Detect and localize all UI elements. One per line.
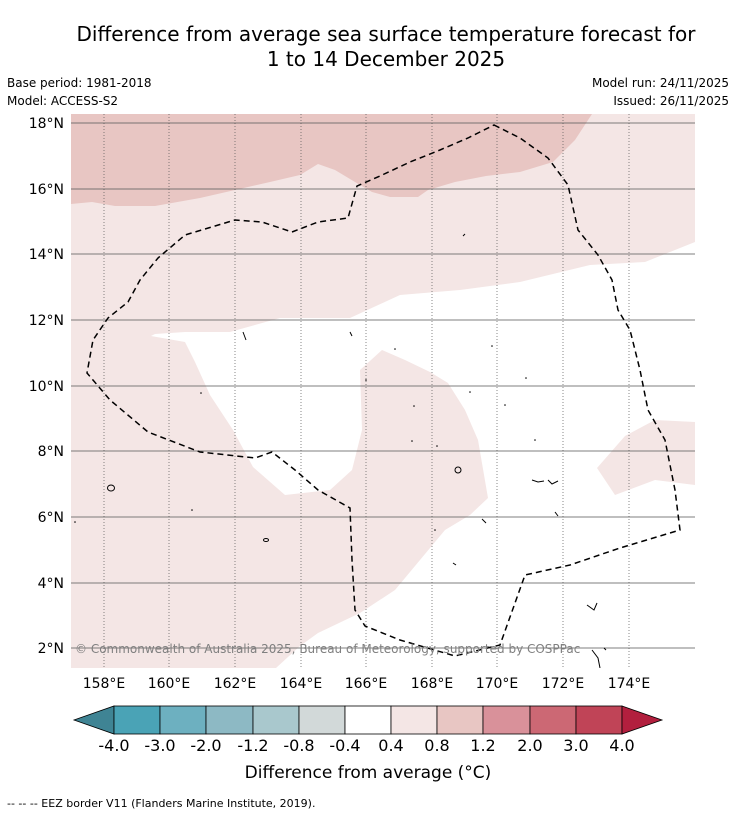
colorbar-swatch-3.0-4.0: [575, 705, 623, 735]
lon-label-164: 164°E: [280, 676, 323, 692]
meta-left: Base period: 1981-2018 Model: ACCESS-S2: [7, 74, 152, 110]
colorbar-tick: 0.4: [378, 736, 403, 755]
island: [462, 233, 466, 237]
lat-label-16: 16°N: [29, 182, 64, 198]
lat-label-14: 14°N: [29, 247, 64, 263]
anomaly-zone-neutral-central: [151, 242, 695, 668]
eez-legend-footnote: -- -- -- EEZ border V11 (Flanders Marine…: [7, 797, 316, 810]
lon-label-172: 172°E: [542, 676, 585, 692]
lat-label-18: 18°N: [29, 116, 64, 132]
colorbar-swatch--0.8--0.4: [298, 705, 346, 735]
colorbar-swatch-1.2-2.0: [482, 705, 531, 735]
colorbar-swatch-above-4.0: [621, 705, 664, 735]
island: [107, 484, 115, 492]
colorbar-swatch--4.0--3.0: [113, 705, 161, 735]
colorbar-swatch--2.0--1.2: [205, 705, 254, 735]
colorbar-tick: -0.8: [283, 736, 314, 755]
colorbar-tick: 3.0: [563, 736, 588, 755]
lon-label-158: 158°E: [83, 676, 126, 692]
atoll: [434, 529, 436, 531]
model-run: Model run: 24/11/2025: [591, 76, 729, 90]
colorbar-ticks: -4.0 -3.0 -2.0 -1.2 -0.8 -0.4 0.4 0.8 1.…: [98, 736, 634, 755]
latitude-labels: 18°N 16°N 14°N 12°N 10°N 8°N 6°N 4°N 2°N: [29, 116, 64, 657]
issued-date: Issued: 26/11/2025: [613, 94, 729, 108]
atoll: [436, 445, 438, 447]
island: [349, 331, 353, 337]
colorbar-swatches: [72, 705, 664, 735]
lon-label-162: 162°E: [214, 676, 257, 692]
title-line-1: Difference from average sea surface temp…: [76, 22, 696, 46]
map-gridlines: [71, 114, 695, 668]
anomaly-zone-0.8-1.2: [71, 114, 592, 206]
colorbar-tick: 1.2: [470, 736, 495, 755]
island: [454, 466, 462, 474]
atoll: [191, 509, 193, 511]
island: [603, 647, 607, 651]
longitude-labels: 158°E 160°E 162°E 164°E 166°E 168°E 170°…: [83, 676, 651, 692]
lat-label-12: 12°N: [29, 313, 64, 329]
island: [242, 331, 247, 341]
colorbar-swatch-2.0-3.0: [529, 705, 577, 735]
lon-label-160: 160°E: [148, 676, 191, 692]
model-name: Model: ACCESS-S2: [7, 94, 119, 108]
atoll: [411, 440, 413, 442]
island: [554, 511, 559, 517]
colorbar-swatch--3.0--2.0: [159, 705, 207, 735]
eez-border: [86, 124, 681, 657]
meta-right: Model run: 24/11/2025 Issued: 26/11/2025: [592, 74, 729, 110]
copyright-notice: © Commonwealth of Australia 2025, Bureau…: [75, 642, 580, 656]
lon-label-166: 166°E: [345, 676, 388, 692]
colorbar-swatch-0.4-0.8: [390, 705, 438, 735]
colorbar-tick: 0.8: [424, 736, 449, 755]
colorbar-tick: -1.2: [237, 736, 268, 755]
atoll: [469, 391, 471, 393]
island: [481, 518, 487, 524]
colorbar-tick: 2.0: [517, 736, 542, 755]
colorbar-tick: -0.4: [329, 736, 360, 755]
colorbar-swatch--1.2--0.8: [252, 705, 300, 735]
colorbar-swatch-0.8-1.2: [436, 705, 484, 735]
lon-label-174: 174°E: [608, 676, 651, 692]
atoll: [365, 379, 367, 381]
map: © Commonwealth of Australia 2025, Bureau…: [29, 114, 695, 692]
atoll-dots: [74, 345, 536, 531]
colorbar-tick: -2.0: [190, 736, 221, 755]
atoll: [413, 405, 415, 407]
atoll: [504, 404, 506, 406]
lon-label-168: 168°E: [411, 676, 454, 692]
page-title: Difference from average sea surface temp…: [0, 22, 736, 72]
lon-label-170: 170°E: [476, 676, 519, 692]
lat-label-2: 2°N: [38, 641, 64, 657]
atoll: [525, 377, 527, 379]
atoll: [394, 348, 396, 350]
atoll: [491, 345, 493, 347]
title-line-2: 1 to 14 December 2025: [266, 47, 506, 71]
island: [452, 562, 457, 566]
island: [586, 602, 598, 611]
lat-label-4: 4°N: [38, 576, 64, 592]
island: [531, 479, 559, 485]
atoll: [534, 439, 536, 441]
lat-label-8: 8°N: [38, 444, 64, 460]
colorbar-swatch-below--4.0: [72, 705, 115, 735]
lat-label-10: 10°N: [29, 379, 64, 395]
colorbar-tick: -3.0: [144, 736, 175, 755]
lat-label-6: 6°N: [38, 510, 64, 526]
atoll: [74, 521, 76, 523]
atoll: [200, 392, 202, 394]
island: [591, 649, 601, 668]
colorbar-tick: -4.0: [98, 736, 129, 755]
colorbar-swatch--0.4-0.4: [344, 705, 392, 735]
colorbar-tick: 4.0: [609, 736, 634, 755]
colorbar-label: Difference from average (°C): [244, 763, 492, 783]
base-period: Base period: 1981-2018: [7, 76, 152, 90]
island: [263, 538, 269, 542]
islands: [107, 233, 607, 668]
